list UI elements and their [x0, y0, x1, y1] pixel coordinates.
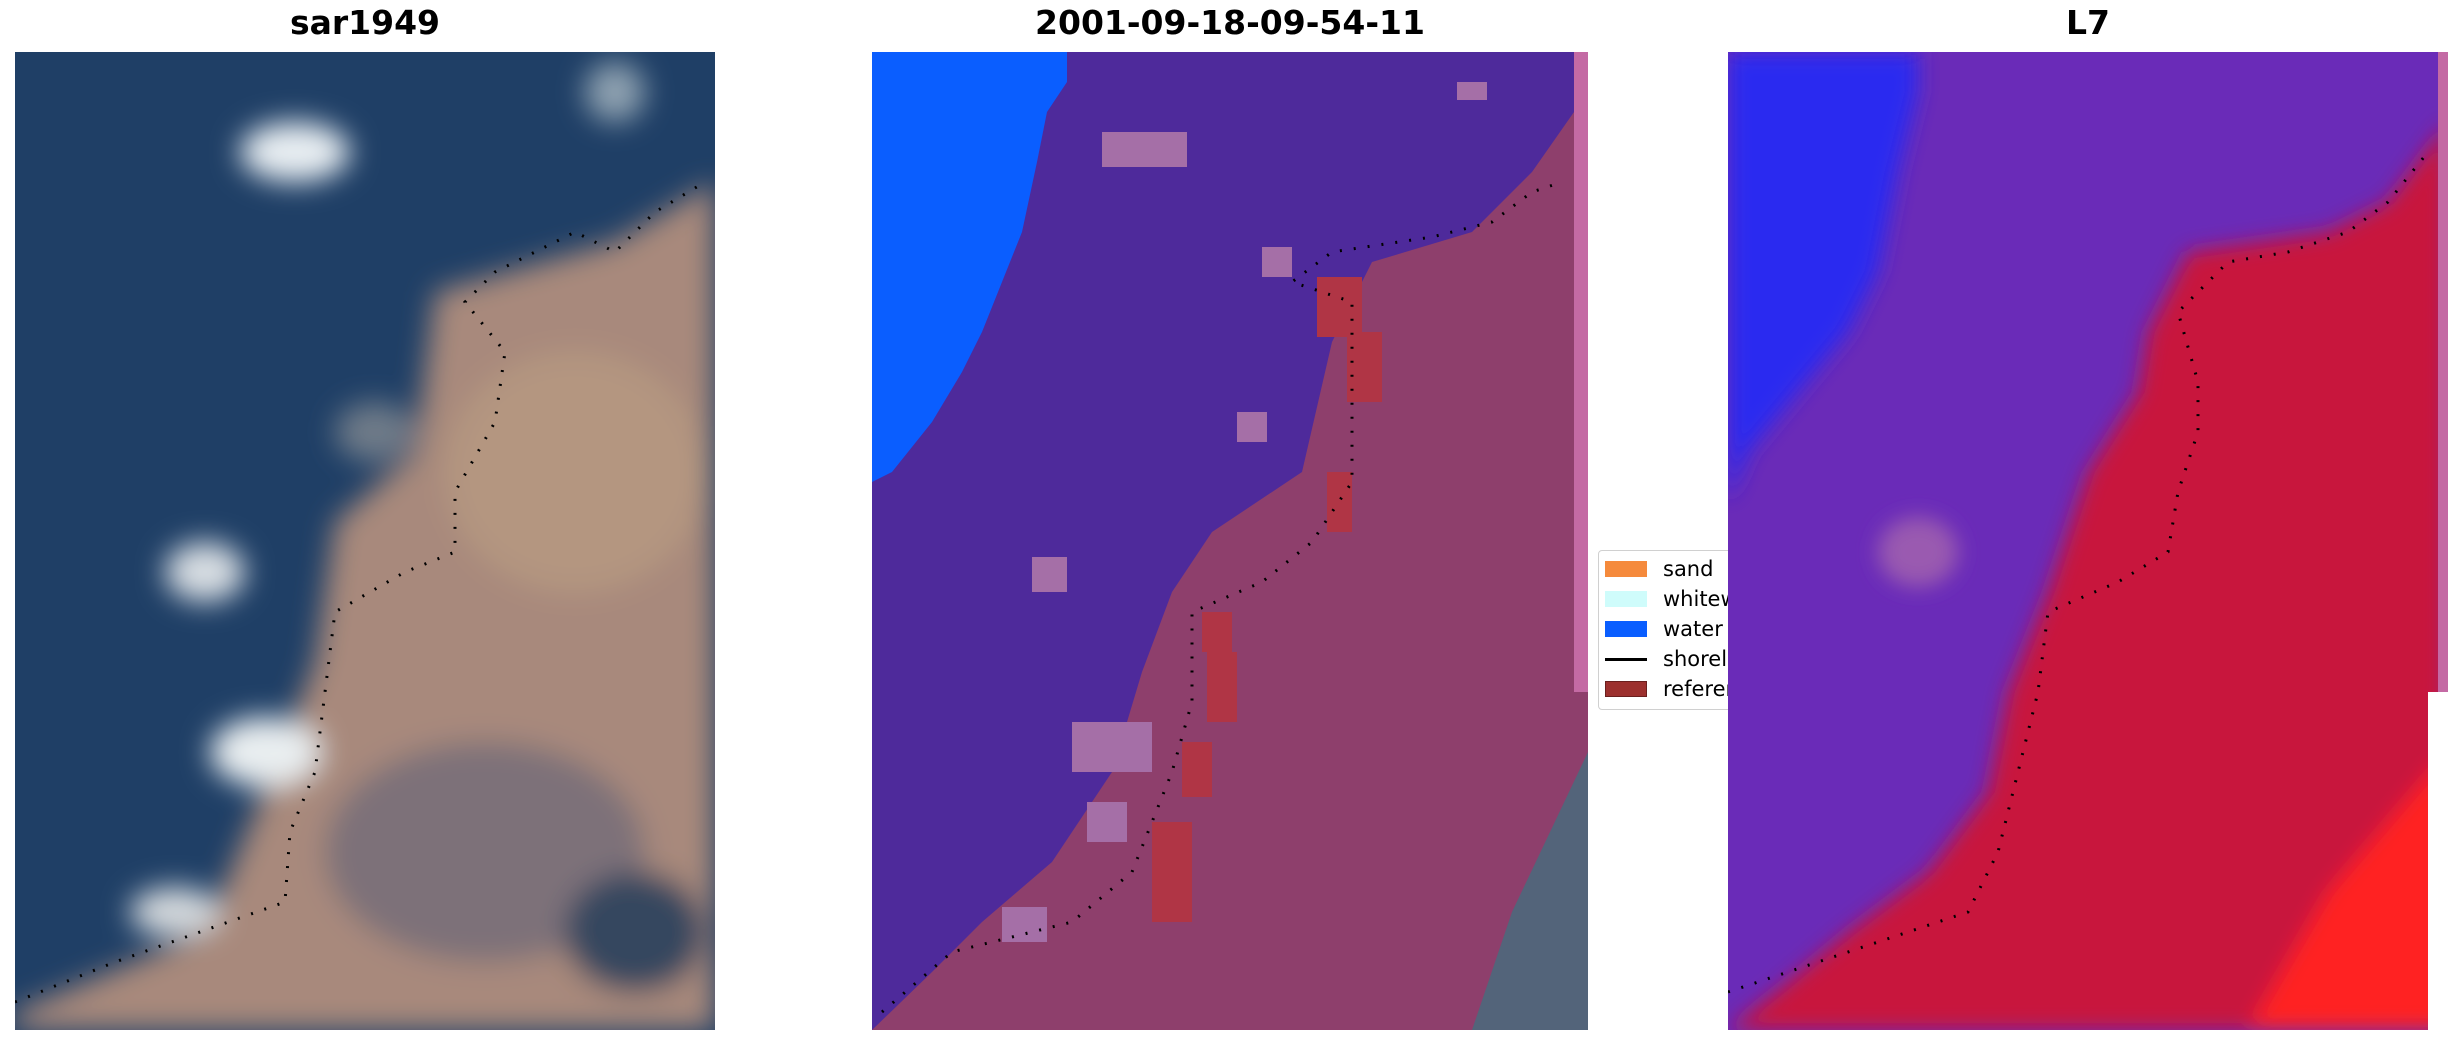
legend-line-shoreline: [1605, 657, 1647, 661]
legend-swatch-sand: [1605, 561, 1647, 577]
panel-title-classified: 2001-09-18-09-54-11: [1035, 3, 1425, 42]
legend-item-shoreline: shorel: [1605, 647, 1727, 671]
legend-label: whitew: [1663, 587, 1738, 611]
panel-title-l7: L7: [2066, 3, 2110, 42]
panel-title-rgb: sar1949: [289, 3, 441, 42]
legend-item-reference: referen: [1605, 677, 1739, 701]
legend-swatch-water: [1605, 621, 1647, 637]
legend-item-water: water: [1605, 617, 1723, 641]
legend-label: referen: [1663, 677, 1739, 701]
l7-image-panel: [1728, 52, 2448, 1030]
legend-swatch-whitewater: [1605, 591, 1647, 607]
map-legend: sand whitew water shorel referen: [1598, 550, 1739, 710]
legend-label: shorel: [1663, 647, 1728, 671]
legend-item-sand: sand: [1605, 557, 1713, 581]
rgb-image-panel: [15, 52, 715, 1030]
classified-image-panel: [872, 52, 1588, 1030]
legend-item-whitewater: whitew: [1605, 587, 1738, 611]
legend-label: sand: [1663, 557, 1714, 581]
classified-image: [872, 52, 1588, 1030]
legend-label: water: [1663, 617, 1723, 641]
rgb-image: [15, 52, 715, 1030]
legend-swatch-reference: [1605, 681, 1647, 697]
l7-image: [1728, 52, 2448, 1030]
